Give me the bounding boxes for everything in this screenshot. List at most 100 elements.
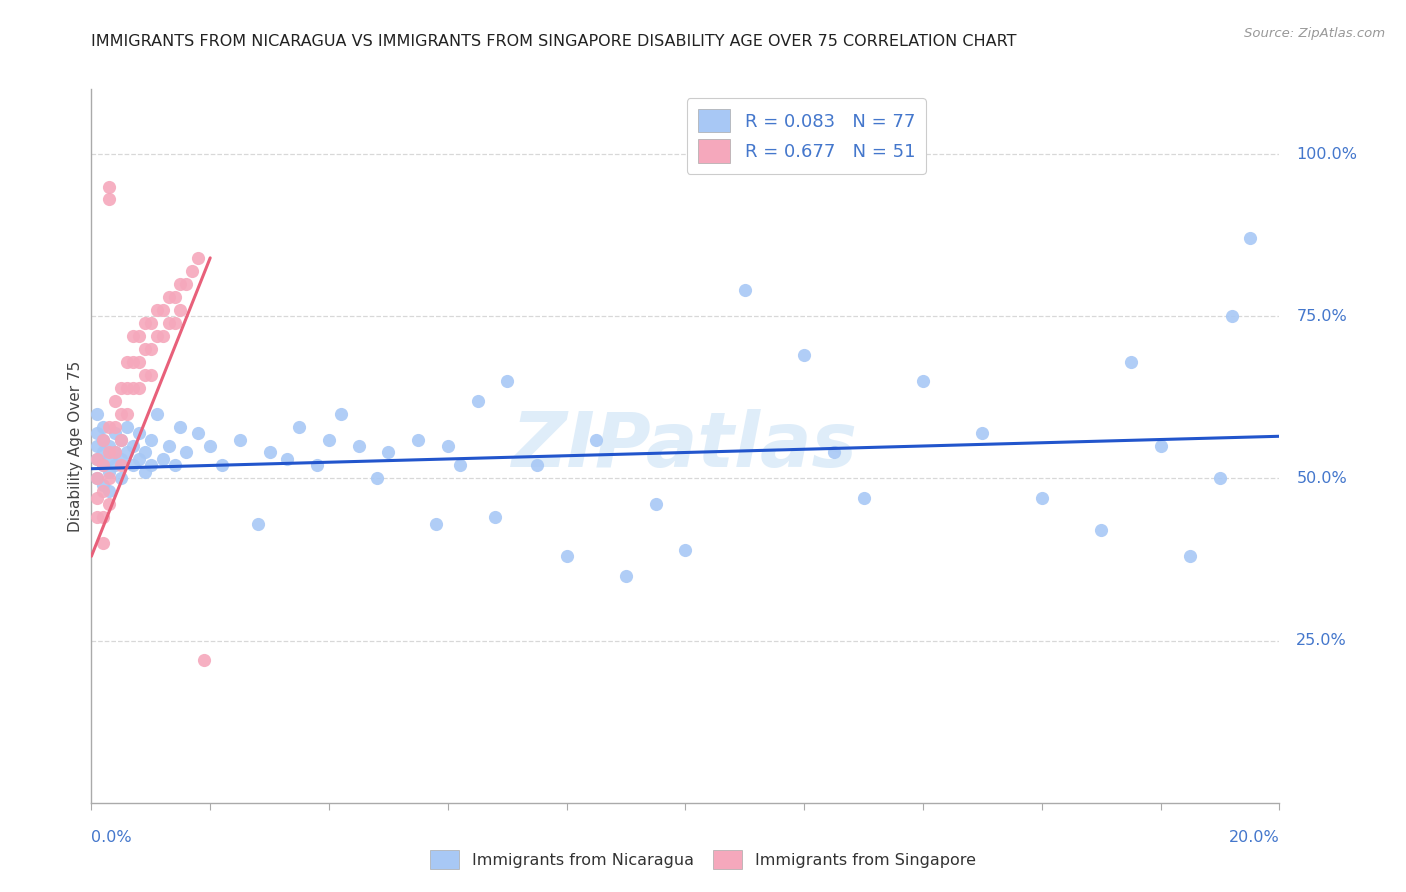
Point: [152, 452, 174, 467]
Point: [555, 549, 578, 564]
Point: [134, 342, 156, 356]
Point: [91, 510, 114, 524]
Point: [187, 251, 209, 265]
Point: [318, 433, 340, 447]
Point: [614, 568, 637, 582]
Point: [288, 419, 311, 434]
Point: [585, 433, 607, 447]
Text: IMMIGRANTS FROM NICARAGUA VS IMMIGRANTS FROM SINGAPORE DISABILITY AGE OVER 75 CO: IMMIGRANTS FROM NICARAGUA VS IMMIGRANTS …: [91, 34, 1017, 49]
Point: [91, 445, 114, 459]
Point: [134, 368, 156, 382]
Point: [115, 419, 138, 434]
Point: [91, 458, 114, 473]
Point: [1220, 310, 1243, 324]
Point: [347, 439, 370, 453]
Point: [98, 484, 121, 499]
Point: [169, 277, 191, 291]
Point: [98, 419, 121, 434]
Point: [98, 497, 121, 511]
Point: [526, 458, 548, 473]
Point: [86, 425, 108, 440]
Point: [734, 283, 756, 297]
Point: [211, 458, 233, 473]
Point: [425, 516, 447, 531]
Point: [181, 264, 204, 278]
Y-axis label: Disability Age Over 75: Disability Age Over 75: [67, 360, 83, 532]
Point: [86, 471, 108, 485]
Point: [644, 497, 666, 511]
Point: [110, 471, 132, 485]
Point: [169, 302, 191, 317]
Text: 100.0%: 100.0%: [1296, 146, 1357, 161]
Point: [1239, 231, 1261, 245]
Text: 50.0%: 50.0%: [1296, 471, 1347, 486]
Point: [1180, 549, 1202, 564]
Point: [110, 407, 132, 421]
Point: [911, 374, 934, 388]
Point: [122, 354, 145, 368]
Point: [128, 354, 150, 368]
Point: [91, 484, 114, 499]
Point: [152, 328, 174, 343]
Point: [104, 458, 127, 473]
Point: [139, 433, 162, 447]
Point: [1031, 491, 1053, 505]
Point: [823, 445, 845, 459]
Point: [104, 393, 127, 408]
Point: [115, 407, 138, 421]
Point: [176, 277, 198, 291]
Point: [139, 368, 162, 382]
Point: [467, 393, 489, 408]
Point: [436, 439, 458, 453]
Point: [496, 374, 519, 388]
Point: [1119, 354, 1142, 368]
Text: 25.0%: 25.0%: [1296, 633, 1347, 648]
Point: [104, 445, 127, 459]
Point: [145, 407, 167, 421]
Point: [673, 542, 696, 557]
Point: [852, 491, 875, 505]
Point: [200, 439, 222, 453]
Point: [134, 465, 156, 479]
Point: [307, 458, 329, 473]
Point: [145, 302, 167, 317]
Point: [329, 407, 352, 421]
Point: [91, 433, 114, 447]
Point: [139, 316, 162, 330]
Point: [128, 328, 150, 343]
Point: [86, 471, 108, 485]
Point: [86, 510, 108, 524]
Point: [98, 445, 121, 459]
Point: [134, 316, 156, 330]
Point: [163, 458, 186, 473]
Point: [229, 433, 252, 447]
Point: [139, 342, 162, 356]
Point: [91, 419, 114, 434]
Point: [157, 290, 180, 304]
Text: 0.0%: 0.0%: [91, 830, 132, 845]
Point: [449, 458, 471, 473]
Point: [110, 381, 132, 395]
Point: [98, 193, 121, 207]
Point: [115, 381, 138, 395]
Point: [145, 328, 167, 343]
Point: [793, 348, 815, 362]
Text: Source: ZipAtlas.com: Source: ZipAtlas.com: [1244, 27, 1385, 40]
Point: [86, 452, 108, 467]
Point: [91, 478, 114, 492]
Text: ZIPatlas: ZIPatlas: [512, 409, 859, 483]
Point: [98, 439, 121, 453]
Point: [86, 407, 108, 421]
Point: [110, 433, 132, 447]
Point: [128, 381, 150, 395]
Point: [1090, 524, 1112, 538]
Point: [91, 433, 114, 447]
Point: [128, 425, 150, 440]
Point: [91, 458, 114, 473]
Point: [91, 536, 114, 550]
Point: [122, 458, 145, 473]
Point: [484, 510, 506, 524]
Point: [157, 439, 180, 453]
Point: [122, 439, 145, 453]
Legend: Immigrants from Nicaragua, Immigrants from Singapore: Immigrants from Nicaragua, Immigrants fr…: [425, 844, 981, 875]
